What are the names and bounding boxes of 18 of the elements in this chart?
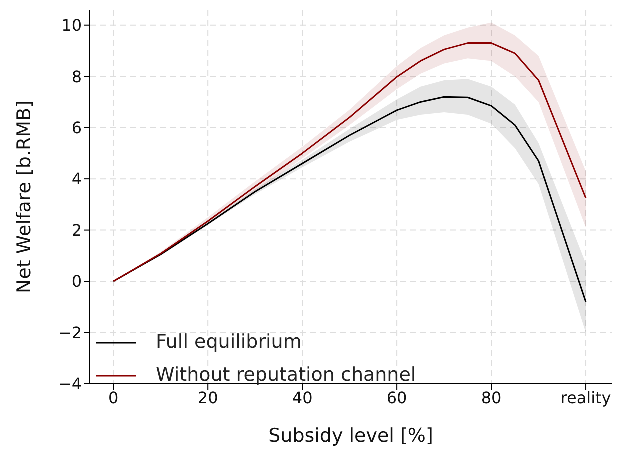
y-tick-label: 2 (72, 220, 82, 240)
legend-label: Full equilibrium (156, 330, 302, 355)
y-tick-label: 10 (62, 16, 82, 36)
x-tick-label: 20 (198, 388, 218, 408)
y-tick-label: −2 (58, 323, 82, 342)
x-tick-label: 40 (292, 388, 313, 408)
y-tick-label: 0 (72, 272, 82, 292)
y-tick-label: −4 (58, 374, 82, 394)
x-tick-label: reality (560, 388, 612, 408)
x-axis-title: Subsidy level [%] (268, 425, 434, 447)
legend-label: Without reputation channel (156, 364, 416, 386)
x-tick-label: 60 (386, 388, 408, 408)
y-tick-label: 8 (72, 67, 82, 86)
x-tick-label: 80 (481, 388, 502, 408)
x-tick-label: 0 (108, 388, 119, 408)
y-tick-label: 4 (72, 170, 82, 189)
y-tick-label: 6 (72, 118, 82, 138)
y-axis-title: Net Welfare [b.RMB] (14, 100, 36, 294)
